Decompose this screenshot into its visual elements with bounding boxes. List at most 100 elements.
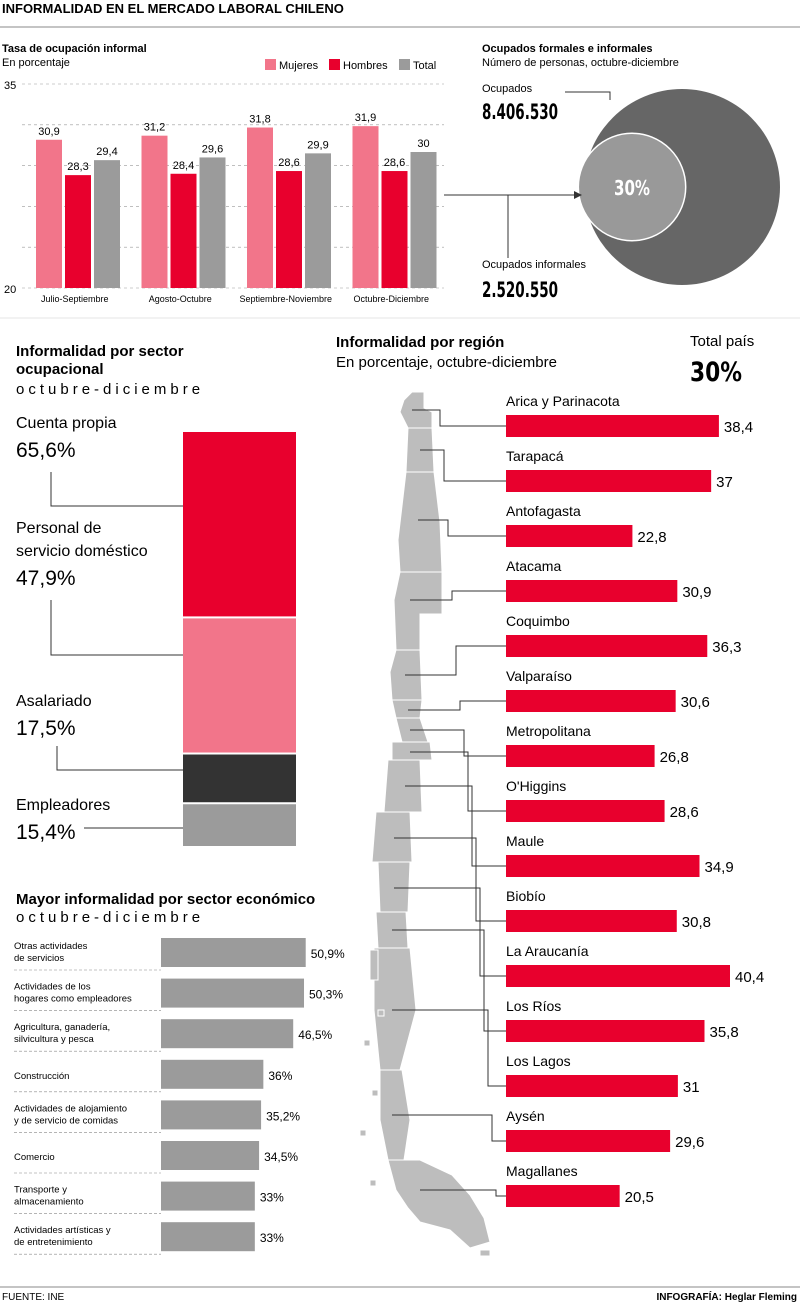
econ-sector-value: 34,5%	[264, 1150, 298, 1164]
x-tick-label: Agosto-Octubre	[149, 294, 212, 304]
chart5-subtitle: En porcentaje, octubre-diciembre	[336, 354, 557, 371]
chart1-bars	[36, 126, 437, 289]
bar-total	[410, 152, 437, 288]
region-bar	[506, 1075, 678, 1097]
region-label: Coquimbo	[506, 613, 570, 629]
region-connector	[405, 785, 506, 867]
region-value: 36,3	[712, 639, 741, 656]
chile-map	[359, 391, 491, 1257]
econ-sector-label: Actividades de alojamiento	[14, 1103, 127, 1114]
chart3-title-line1: Informalidad por sector	[16, 343, 184, 360]
total-occupied-value: 8.406.530	[482, 100, 558, 124]
sector-value-asalariado: 17,5%	[16, 717, 76, 740]
map-region-valparaiso	[391, 699, 423, 719]
bar-value-label: 29,9	[307, 139, 328, 151]
econ-sector-label: de entretenimiento	[14, 1237, 93, 1248]
map-region-ohiggins	[391, 741, 433, 761]
bar-value-label: 28,6	[278, 157, 299, 169]
econ-sector-label: hogares como empleadores	[14, 994, 132, 1005]
econ-sector-value: 50,9%	[311, 947, 345, 961]
sector-label-domestico-line1: Personal de	[16, 520, 101, 537]
region-bar	[506, 1185, 620, 1207]
chart3-subtitle: octubre-diciembre	[16, 381, 204, 398]
region-label: Aysén	[506, 1108, 545, 1124]
sector-block	[183, 754, 296, 803]
informal-occupied-value: 2.520.550	[482, 278, 558, 302]
region-value: 20,5	[625, 1189, 654, 1206]
chart1-gridlines	[22, 83, 444, 289]
bar-mujeres	[36, 139, 62, 288]
informal-occupied-circle	[577, 132, 687, 242]
legend-swatch-total	[399, 59, 410, 70]
bar-value-label: 28,3	[67, 161, 88, 173]
region-connector	[394, 887, 506, 977]
formal-informal-chart: Ocupados formales e informales Número de…	[444, 43, 780, 302]
region-value: 29,6	[675, 1134, 704, 1151]
region-bar	[506, 800, 665, 822]
chart1-title: Tasa de ocupación informal	[2, 43, 147, 55]
region-bar	[506, 635, 708, 657]
sector-label-cuenta-propia: Cuenta propia	[16, 415, 117, 432]
total-connector	[565, 91, 611, 100]
region-value: 34,9	[705, 859, 734, 876]
econ-sector-label: de servicios	[14, 953, 64, 964]
bar-value-label: 28,4	[173, 160, 194, 172]
map-island-chiloe	[369, 949, 379, 981]
region-bar	[506, 1130, 671, 1152]
bar-value-label: 29,4	[96, 146, 117, 158]
y-tick-bottom: 20	[4, 284, 16, 296]
bar-mujeres	[141, 135, 168, 288]
y-tick-top: 35	[4, 80, 16, 92]
chart3-title-line2: ocupacional	[16, 361, 104, 378]
region-connector	[394, 837, 506, 922]
region-label: Los Lagos	[506, 1053, 571, 1069]
econ-sector-label: Actividades artísticas y	[14, 1225, 111, 1236]
region-connector	[412, 409, 506, 427]
connector-domestico	[50, 600, 183, 656]
econ-sector-label: almacenamiento	[14, 1197, 84, 1208]
bar-mujeres	[352, 126, 379, 288]
arrow-head	[574, 191, 582, 199]
econ-sector-value: 35,2%	[266, 1109, 300, 1123]
region-bar	[506, 1020, 705, 1042]
region-connector	[418, 519, 506, 537]
informal-occupied-label: Ocupados informales	[482, 259, 586, 271]
region-connector	[405, 645, 506, 676]
x-tick-label: Octubre-Diciembre	[353, 294, 429, 304]
region-label: Metropolitana	[506, 723, 591, 739]
sector-label-domestico-line2: servicio doméstico	[16, 543, 148, 560]
chart1-x-labels: Julio-Septiembre Agosto-Octubre Septiembre…	[41, 294, 429, 304]
chart3-stacked-blocks	[183, 432, 296, 846]
bar-hombres	[381, 171, 408, 288]
chart5-rows: Arica y Parinacota 38,4 Tarapacá 37 Antofaga…	[392, 393, 764, 1207]
map-region-los-lagos	[373, 947, 417, 1071]
region-label: Los Ríos	[506, 998, 561, 1014]
econ-sector-label: Comercio	[14, 1152, 55, 1163]
bar-value-label: 30,9	[38, 126, 59, 138]
region-value: 26,8	[660, 749, 689, 766]
sector-block	[183, 432, 296, 617]
region-connector	[410, 729, 506, 757]
x-tick-label: Julio-Septiembre	[41, 294, 109, 304]
econ-sector-label: Actividades de los	[14, 982, 91, 993]
bar-value-label: 31,8	[249, 114, 270, 126]
region-value: 22,8	[637, 529, 666, 546]
sector-label-asalariado: Asalariado	[16, 693, 92, 710]
region-label: Maule	[506, 833, 544, 849]
region-bar	[506, 910, 677, 932]
region-connector	[392, 929, 506, 1032]
chart2-subtitle: Número de personas, octubre-diciembre	[482, 57, 679, 69]
sector-value-domestico: 47,9%	[16, 567, 76, 590]
connector-asalariado	[56, 746, 183, 771]
econ-sector-label: Transporte y	[14, 1185, 67, 1196]
chart5-title: Informalidad por región	[336, 334, 504, 351]
econ-sector-value: 36%	[268, 1069, 292, 1083]
region-value: 31	[683, 1079, 700, 1096]
map-islet	[359, 1129, 367, 1137]
econ-sector-bar	[161, 978, 305, 1008]
econ-sector-bar	[161, 1222, 255, 1252]
region-connector	[410, 590, 506, 601]
chart1-subtitle: En porcentaje	[2, 57, 70, 69]
